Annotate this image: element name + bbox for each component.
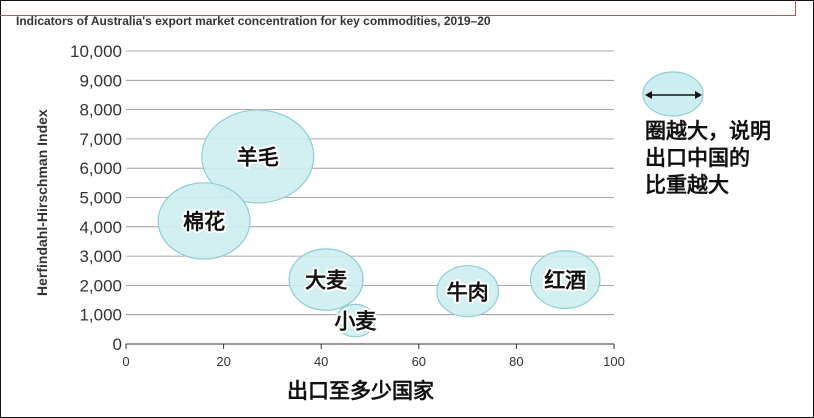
axis-layer: 0 1,000 2,000 3,000 4,000 5,000 6,000 7,000 8,00… <box>70 42 625 369</box>
legend-layer <box>642 71 704 117</box>
bubble-label: 大麦 <box>305 269 348 293</box>
legend-note-line: 出口中国的 <box>645 146 750 170</box>
bubble <box>335 303 376 338</box>
x-axis-label: 出口至多少国家 <box>287 379 434 403</box>
header-border <box>0 0 796 16</box>
x-tick-label: 40 <box>314 354 328 369</box>
legend-bubble <box>642 71 704 117</box>
y-tick-label: 8,000 <box>79 101 122 120</box>
bubble-label: 棉花 <box>183 210 225 234</box>
legend-arrow-head-right <box>695 91 702 99</box>
y-tick-label: 4,000 <box>79 218 122 237</box>
bubble <box>157 182 251 260</box>
chart-title: Indicators of Australia's export market … <box>16 14 491 28</box>
y-axis-label: Herfindahl-Hirschman Index <box>34 109 50 296</box>
legend-arrow-head-left <box>645 91 652 99</box>
x-tick-label: 20 <box>216 354 230 369</box>
y-tick-label: 0 <box>113 335 122 354</box>
legend-note-line: 比重越大 <box>645 173 729 197</box>
bubble-label: 羊毛 <box>237 145 279 169</box>
y-tick-label: 5,000 <box>79 189 122 208</box>
y-tick-label: 7,000 <box>79 130 122 149</box>
bubble <box>201 109 315 204</box>
y-tick-label: 6,000 <box>79 159 122 178</box>
y-tick-label: 3,000 <box>79 247 122 266</box>
bubble-label: 牛肉 <box>447 280 489 304</box>
legend-note: 圈越大，说明 出口中国的 比重越大 <box>645 118 805 199</box>
y-tick-label: 1,000 <box>79 306 122 325</box>
bubble-label: 红酒 <box>544 269 586 293</box>
y-tick-label: 9,000 <box>79 71 122 90</box>
y-tick-label: 2,000 <box>79 276 122 295</box>
x-tick-label: 80 <box>509 354 523 369</box>
legend-note-line: 圈越大，说明 <box>645 119 771 143</box>
bubble-label: 小麦 <box>334 310 377 334</box>
x-tick-label: 60 <box>412 354 426 369</box>
x-tick-label: 100 <box>603 354 625 369</box>
y-tick-label: 10,000 <box>70 42 122 61</box>
x-tick-label: 0 <box>122 354 129 369</box>
bubble <box>529 250 601 309</box>
bubble <box>288 248 364 311</box>
bubble <box>436 265 500 318</box>
